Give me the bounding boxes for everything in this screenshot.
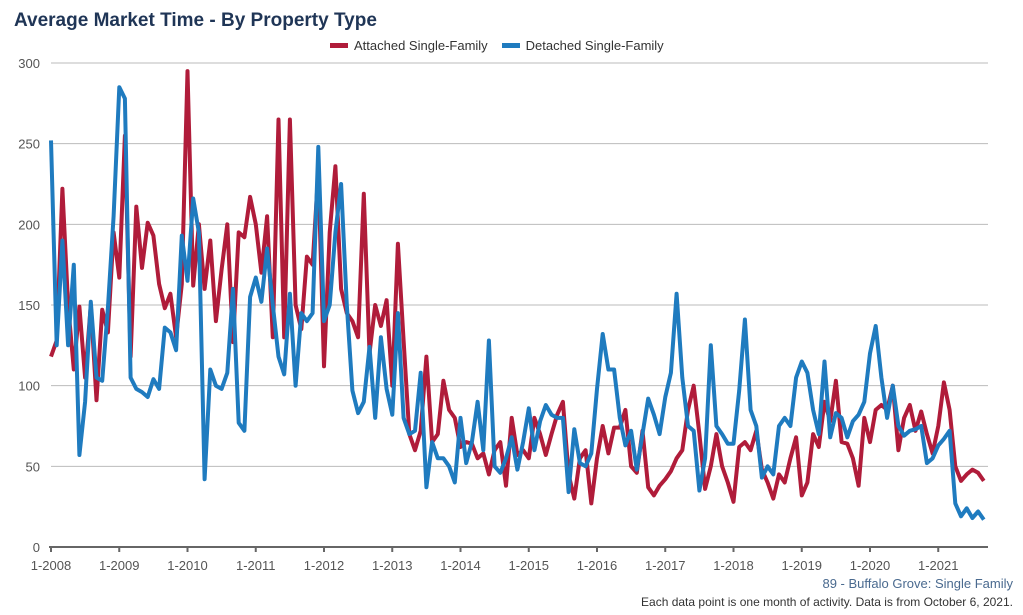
legend-item-attached[interactable]: Attached Single-Family bbox=[330, 38, 488, 53]
legend-item-detached[interactable]: Detached Single-Family bbox=[501, 38, 664, 53]
x-tick-label: 1-2014 bbox=[440, 558, 480, 573]
x-tick-label: 1-2018 bbox=[713, 558, 753, 573]
x-tick-label: 1-2017 bbox=[645, 558, 685, 573]
x-tick-label: 1-2020 bbox=[850, 558, 890, 573]
y-tick-label: 150 bbox=[18, 298, 40, 313]
x-tick-label: 1-2011 bbox=[236, 558, 276, 573]
legend: Attached Single-Family Detached Single-F… bbox=[330, 38, 664, 53]
series-line-attached bbox=[49, 69, 986, 506]
legend-swatch-detached bbox=[501, 43, 520, 48]
legend-label-attached: Attached Single-Family bbox=[354, 38, 488, 53]
x-tick-label: 1-2013 bbox=[372, 558, 412, 573]
x-tick-label: 1-2016 bbox=[577, 558, 617, 573]
y-tick-label: 100 bbox=[18, 379, 40, 394]
y-tick-label: 300 bbox=[18, 56, 40, 71]
x-tick-label: 1-2010 bbox=[167, 558, 207, 573]
chart-title: Average Market Time - By Property Type bbox=[14, 10, 377, 31]
footnote: Each data point is one month of activity… bbox=[641, 595, 1013, 609]
legend-swatch-attached bbox=[330, 43, 348, 48]
y-tick-label: 50 bbox=[26, 459, 40, 474]
y-tick-label: 0 bbox=[33, 540, 40, 555]
series-line-detached bbox=[49, 85, 986, 521]
y-tick-label: 250 bbox=[18, 137, 40, 152]
x-tick-label: 1-2019 bbox=[782, 558, 822, 573]
x-tick-label: 1-2012 bbox=[304, 558, 344, 573]
legend-label-detached: Detached Single-Family bbox=[525, 38, 664, 53]
chart-subtitle: 89 - Buffalo Grove: Single Family bbox=[822, 576, 1013, 591]
x-tick-label: 1-2008 bbox=[31, 558, 71, 573]
x-tick-label: 1-2009 bbox=[99, 558, 139, 573]
x-tick-label: 1-2015 bbox=[509, 558, 549, 573]
x-tick-label: 1-2021 bbox=[918, 558, 958, 573]
y-tick-label: 200 bbox=[18, 217, 40, 232]
